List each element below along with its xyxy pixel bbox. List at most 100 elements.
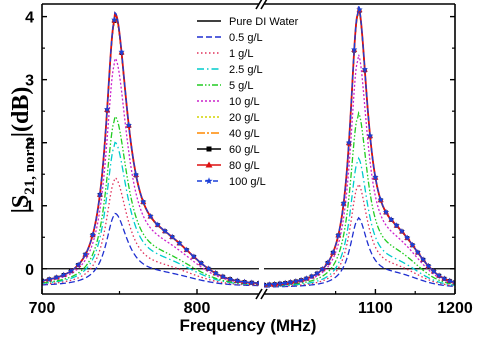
series-point [276,280,284,287]
series-point [212,269,219,276]
y-axis-label-subscript: 21, norm [22,137,38,195]
legend-label: 0.5 g/L [229,32,263,44]
series-point [89,231,96,238]
legend-label: 5 g/L [229,80,253,92]
series-point [382,208,390,215]
legend-label: 40 g/L [229,128,260,140]
y-tick-label: 4 [25,10,34,27]
series-point [82,251,89,258]
series-point [103,106,111,113]
axis-break-mark [255,288,263,300]
legend-marker [205,161,213,168]
series-point [183,246,190,253]
y-tick-label: 0 [25,262,34,279]
series-point [147,212,154,219]
series-line-1-R [264,216,455,288]
y-tick-label: 2 [25,136,34,153]
series-line-3-R [264,156,455,288]
series-line-4-R [264,110,455,287]
plot-frame [41,0,456,300]
series-point [205,265,212,272]
series-line-8-R [264,7,455,286]
series-point [125,121,132,128]
series-point [234,277,241,284]
series-point [176,239,183,246]
axis-ticks: 0 1 2 3 4 700 800 1100 1200 [25,10,473,317]
series-point [345,139,353,146]
series-line-3-L [42,141,259,286]
x-axis-label: Frequency (MHz) [180,316,317,335]
series-point [372,174,379,180]
legend-label: Pure DI Water [229,16,299,28]
series-point [96,191,104,198]
series-point [46,276,53,282]
series-point [430,268,437,275]
series-line-9-R [264,6,455,286]
series-point [366,132,374,139]
series-point [60,271,67,278]
series-point [361,65,368,72]
axis-break-mark [260,0,268,10]
series-point [264,281,268,288]
legend: Pure DI Water 0.5 g/L 1 g/L 2.5 g/L 5 g/L 10 … [197,16,299,188]
legend-label: 100 g/L [229,176,266,188]
x-tick-label: 1100 [358,300,393,317]
series-point [388,216,395,223]
series-point [248,279,255,286]
series-point [340,200,347,206]
series-point [67,267,75,274]
legend-label: 2.5 g/L [229,64,263,76]
series-line-2-L [42,177,259,286]
series-point [219,273,226,280]
series-point [197,259,205,266]
legend-label: 20 g/L [229,112,260,124]
series-point [319,265,326,272]
series-point [241,278,248,285]
x-tick-label: 1200 [437,300,473,317]
series-point [377,196,384,203]
x-tick-label: 700 [29,300,56,317]
series-point [414,249,421,256]
series-point [190,253,198,260]
legend-label: 80 g/L [229,160,260,172]
series-point [298,276,305,283]
series-point [324,259,331,266]
legend-marker [206,146,212,152]
series-point [356,6,363,13]
series-point [292,278,299,285]
series-line-1-L [42,212,259,287]
series-point [404,234,411,241]
y-tick-label: 3 [25,73,34,90]
series-left-panel [42,11,259,287]
legend-label: 1 g/L [229,48,253,60]
axis-break-mark [255,0,263,10]
axis-break-mark [260,288,268,300]
series-point [53,274,60,281]
series-point [169,233,176,240]
y-tick-label: 1 [25,199,34,216]
series-point [441,275,448,282]
series-line-2-R [264,182,455,288]
legend-label: 10 g/L [229,96,260,108]
series-right-panel [264,6,455,288]
series-point [335,231,342,238]
series-point [111,16,118,23]
series-line-4-L [42,115,259,286]
series-point [313,270,321,277]
series-point [303,275,310,282]
legend-label: 60 g/L [229,144,260,156]
y-axis-label-unit: |(dB) [8,87,34,138]
x-tick-label: 800 [184,300,211,317]
series-point [255,279,259,286]
series-line-5-L [42,57,259,285]
series-point [425,262,432,269]
series-point [266,281,273,288]
series-point [226,275,234,282]
series-point [435,272,443,279]
series-line-6-R [264,9,455,286]
series-line-7-R [264,8,455,286]
axis-labels: Frequency (MHz) |S21, norm|(dB) [8,87,316,335]
series-point [287,279,294,285]
series-point [308,273,315,280]
